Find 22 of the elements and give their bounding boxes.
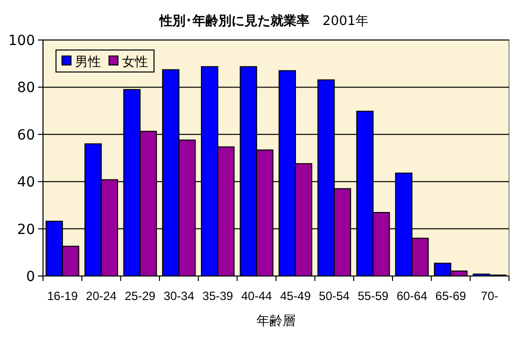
- x-tick-label: 16-19: [47, 289, 78, 303]
- x-tick-label: 35-39: [202, 289, 234, 303]
- legend-label: 男性: [75, 55, 101, 70]
- y-tick-label: 100: [8, 33, 35, 49]
- x-tick-label: 45-49: [280, 289, 312, 303]
- x-tick-label: 65-69: [435, 289, 466, 303]
- x-tick-label: 25-29: [124, 289, 156, 303]
- x-tick-label: 70-: [480, 289, 498, 303]
- legend-label: 女性: [122, 55, 148, 70]
- y-tick-label: 0: [26, 269, 35, 285]
- x-tick-label: 60-64: [396, 289, 428, 303]
- chart-title: 性別･年齢別に見た就業率 2001年: [158, 13, 369, 29]
- y-tick-label: 20: [17, 222, 35, 238]
- x-axis-title: 年齢層: [256, 314, 296, 329]
- x-tick-label: 55-59: [358, 289, 389, 303]
- y-tick-label: 40: [17, 174, 35, 191]
- x-tick-label: 40-44: [241, 289, 272, 303]
- x-tick-label: 30-34: [164, 289, 195, 303]
- x-tick-label: 50-54: [318, 289, 350, 303]
- y-tick-label: 80: [17, 80, 35, 96]
- x-tick-label: 20-24: [86, 289, 117, 303]
- y-tick-label: 60: [17, 127, 35, 144]
